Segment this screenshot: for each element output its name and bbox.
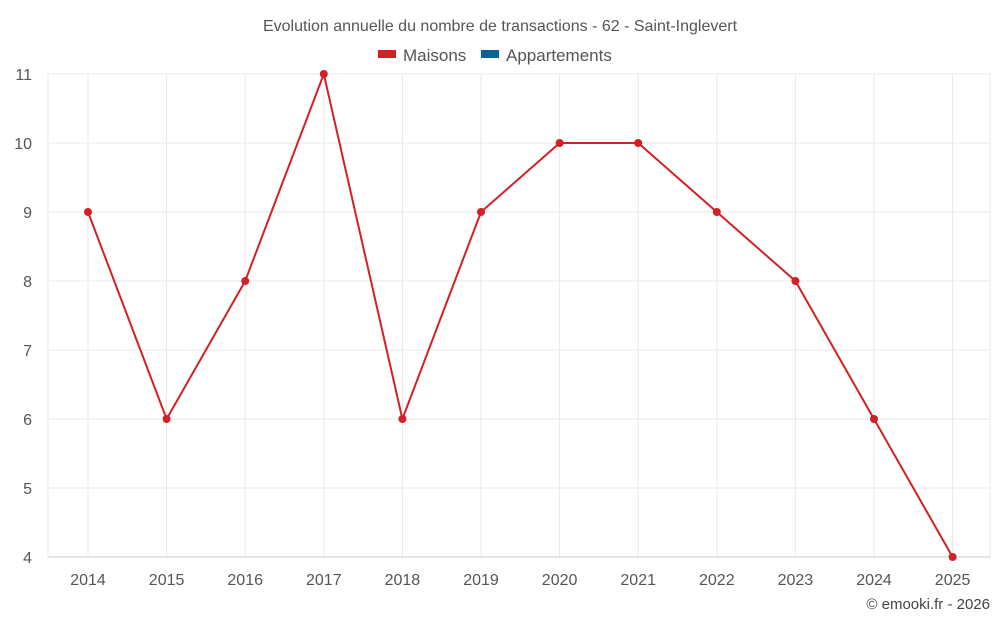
y-tick-label: 7 [23,343,32,360]
legend-item-maisons[interactable]: Maisons [378,46,466,65]
series-line-maisons [87,73,954,558]
legend-label-appartements: Appartements [506,46,612,65]
y-tick-label: 11 [15,67,32,84]
y-tick-label: 9 [23,205,32,222]
x-tick-label: 2022 [699,572,735,589]
x-tick-label: 2024 [856,572,892,589]
legend-item-appartements[interactable]: Appartements [481,46,612,65]
credit-text: © emooki.fr - 2026 [866,596,990,613]
x-tick-label: 2018 [385,572,421,589]
data-point-maisons[interactable] [791,277,800,285]
x-tick-label: 2015 [149,572,185,589]
x-tick-label: 2014 [70,572,106,589]
data-point-maisons[interactable] [870,415,878,423]
series-maisons [84,70,957,561]
x-tick-label: 2021 [620,572,656,589]
legend: Maisons Appartements [378,46,612,65]
legend-label-maisons: Maisons [403,46,466,65]
x-tick-label: 2016 [227,572,263,589]
data-point-maisons[interactable] [712,208,721,216]
x-axis: 2014 2015 2016 2017 2018 2019 2020 2021 2022 2023… [48,556,990,589]
data-point-maisons[interactable] [555,139,564,147]
data-point-maisons[interactable] [241,277,250,285]
chart-title: Evolution annuelle du nombre de transact… [263,18,738,35]
y-tick-label: 10 [14,136,32,153]
legend-swatch-maisons [378,50,396,58]
y-axis: 4 5 6 7 8 9 10 11 [14,67,32,567]
x-tick-label: 2020 [542,572,578,589]
data-point-maisons[interactable] [477,208,485,216]
data-point-maisons[interactable] [84,208,92,216]
y-tick-label: 5 [23,481,32,498]
x-tick-label: 2017 [306,572,342,589]
y-tick-label: 6 [23,412,32,429]
x-tick-label: 2025 [935,572,971,589]
y-tick-label: 4 [23,550,32,567]
data-point-maisons[interactable] [319,70,328,78]
data-point-maisons[interactable] [634,139,643,147]
data-point-maisons[interactable] [948,553,957,561]
data-point-maisons[interactable] [398,415,407,423]
x-tick-label: 2019 [463,572,499,589]
x-tick-label: 2023 [778,572,814,589]
legend-swatch-appartements [481,50,499,58]
grid-lines [47,73,991,557]
data-point-maisons[interactable] [162,415,171,423]
y-tick-label: 8 [23,274,32,291]
